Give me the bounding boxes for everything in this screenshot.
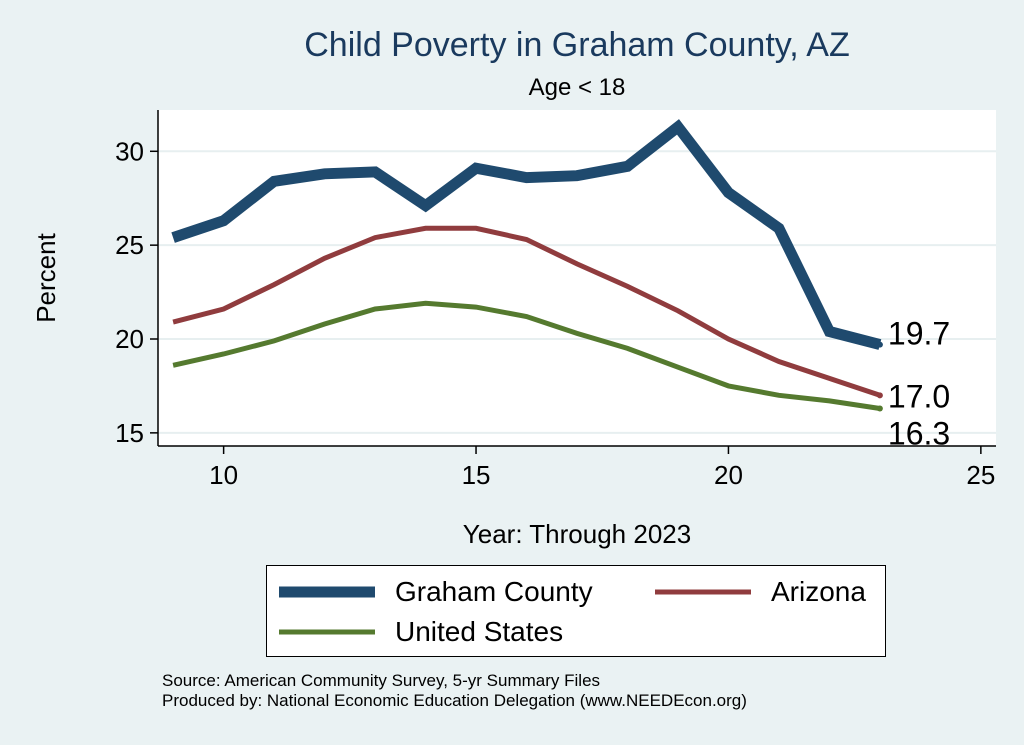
y-axis-label: Percent bbox=[31, 232, 61, 322]
end-label-arizona: 17.0 bbox=[888, 378, 950, 414]
x-tick-label-15: 15 bbox=[462, 460, 491, 490]
legend-item-us: United States bbox=[279, 616, 563, 648]
end-point-arizona bbox=[876, 392, 883, 399]
y-tick-label-15: 15 bbox=[115, 418, 144, 448]
series-line-graham-county bbox=[171, 119, 882, 350]
y-tick-label-25: 25 bbox=[115, 230, 144, 260]
end-label-graham-county: 19.7 bbox=[888, 316, 950, 352]
end-point-united-states bbox=[876, 405, 883, 412]
y-tick-label-20: 20 bbox=[115, 324, 144, 354]
series-line-arizona bbox=[172, 225, 881, 398]
end-point-graham-county bbox=[876, 341, 883, 348]
legend-item-graham: Graham County bbox=[279, 576, 593, 608]
producer-note: Produced by: National Economic Education… bbox=[162, 691, 747, 710]
x-axis-label: Year: Through 2023 bbox=[463, 519, 691, 549]
x-tick-label-10: 10 bbox=[209, 460, 238, 490]
legend-label-arizona: Arizona bbox=[771, 576, 866, 607]
legend-item-arizona: Arizona bbox=[655, 576, 866, 608]
chart-subtitle: Age < 18 bbox=[528, 74, 626, 101]
chart-legend: Graham County Arizona United States bbox=[266, 565, 886, 657]
end-label-united-states: 16.3 bbox=[888, 415, 950, 451]
legend-label-graham: Graham County bbox=[395, 576, 593, 607]
series-line-united-states bbox=[172, 300, 881, 411]
y-tick-label-30: 30 bbox=[115, 136, 144, 166]
legend-swatch-graham bbox=[279, 586, 375, 598]
legend-label-us: United States bbox=[395, 616, 564, 647]
source-note: Source: American Community Survey, 5-yr … bbox=[162, 671, 601, 690]
chart-title: Child Poverty in Graham County, AZ bbox=[304, 26, 850, 64]
legend-swatch-arizona bbox=[655, 589, 751, 595]
x-tick-label-20: 20 bbox=[714, 460, 743, 490]
legend-swatch-us bbox=[279, 629, 375, 635]
x-tick-label-25: 25 bbox=[966, 460, 995, 490]
